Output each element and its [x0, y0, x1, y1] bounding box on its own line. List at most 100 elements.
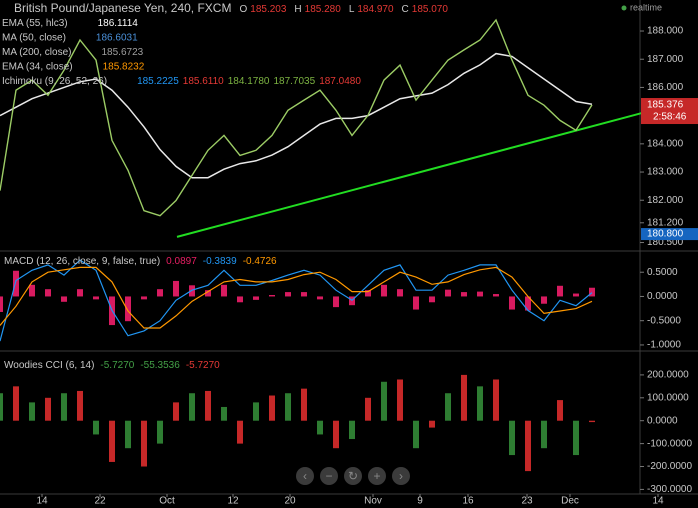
histogram-bar — [333, 296, 339, 308]
cci-bar — [221, 406, 227, 421]
x-tick-label: 12 — [227, 496, 239, 507]
x-tick-label: 14 — [652, 496, 664, 507]
y-tick-label: -0.5000 — [647, 315, 681, 326]
histogram-bar — [237, 296, 243, 303]
histogram-bar — [141, 296, 147, 300]
cci-bar — [541, 420, 547, 449]
histogram-bar — [221, 284, 227, 297]
nav-icon: − — [325, 469, 332, 483]
nav-zoom-out[interactable] — [320, 467, 338, 485]
marker-label: 180.800 — [647, 229, 684, 240]
cci-bar — [573, 420, 579, 456]
legend-value: 185.6723 — [101, 47, 143, 58]
cci-bar — [173, 402, 179, 421]
cci-bar — [237, 420, 243, 444]
nav-zoom-in[interactable] — [368, 467, 386, 485]
cci-bar — [77, 390, 83, 421]
cci-bar — [285, 393, 291, 421]
histogram-bar — [445, 289, 451, 297]
histogram-bar — [13, 270, 19, 297]
ohlc-label: C — [402, 4, 409, 15]
y-tick-label: 0.5000 — [647, 267, 678, 278]
histogram-bar — [77, 289, 83, 297]
y-tick-label: -100.0000 — [647, 438, 692, 449]
histogram-bar — [557, 285, 563, 297]
legend-entry: EMA (55, hlc3) 186.1114 — [2, 18, 138, 29]
cci-bar — [29, 402, 35, 421]
cci-bar — [45, 397, 51, 421]
y-tick-label: -200.0000 — [647, 461, 692, 472]
histogram-bar — [525, 296, 531, 311]
indicator-reading: -5.7270 — [100, 360, 134, 371]
legend-value: 186.6031 — [96, 32, 138, 43]
histogram-bar — [365, 290, 371, 297]
moving-average — [0, 52, 593, 179]
legend-name: EMA (34, close) — [2, 61, 73, 72]
nav-icon: ‹ — [303, 469, 307, 483]
histogram-bar — [45, 289, 51, 297]
histogram-bar — [61, 296, 67, 302]
x-tick-label: Dec — [561, 496, 579, 507]
x-tick-label: 22 — [94, 496, 106, 507]
legend-entry: MA (200, close) 185.6723 — [2, 47, 144, 58]
nav-icon: › — [399, 469, 403, 483]
y-tick-label: 184.000 — [647, 138, 684, 149]
legend-value: 184.1780 — [228, 76, 270, 87]
histogram-bar — [413, 296, 419, 310]
ohlc-value: 185.280 — [305, 4, 342, 15]
histogram-bar — [173, 280, 179, 297]
cci-bar — [493, 379, 499, 421]
histogram-bar — [0, 296, 3, 312]
legend-value: 185.2225 — [137, 76, 179, 87]
status-dot — [621, 5, 627, 11]
cci-bar — [445, 393, 451, 421]
cci-bar — [141, 420, 147, 467]
cci-bar — [269, 395, 275, 421]
histogram-bar — [509, 296, 515, 310]
cci-bar — [397, 379, 403, 421]
indicator-header: Woodies CCI (6, 14) -5.7270 -55.3536 -5.727… — [4, 360, 220, 371]
x-tick-label: 23 — [521, 496, 533, 507]
cci-bar — [301, 388, 307, 421]
nav-reset[interactable] — [344, 467, 362, 485]
histogram-bar — [93, 296, 99, 300]
y-tick-label: 182.000 — [647, 195, 684, 206]
legend-value: 185.6110 — [183, 76, 224, 87]
ohlc-value: 185.203 — [250, 4, 287, 15]
histogram-bar — [461, 292, 467, 297]
legend-name: MA (200, close) — [2, 47, 71, 58]
ohlc-label: L — [349, 4, 355, 15]
histogram-bar — [493, 294, 499, 297]
indicator-header: MACD (12, 26, close, 9, false, true) 0.08… — [4, 256, 277, 267]
cci-bar — [205, 390, 211, 421]
x-tick-label: Oct — [159, 496, 175, 507]
x-tick-label: Nov — [364, 496, 382, 507]
indicator-title: Woodies CCI (6, 14) — [4, 360, 94, 371]
x-tick-label: 9 — [417, 496, 423, 507]
nav-right[interactable] — [392, 467, 410, 485]
cci-bar — [525, 420, 531, 472]
histogram-bar — [301, 292, 307, 297]
navigation[interactable]: ‹ − ↻ + › — [296, 467, 410, 485]
nav-left[interactable] — [296, 467, 314, 485]
cci-bar — [157, 420, 163, 444]
y-tick-label: 188.000 — [647, 26, 684, 37]
cci-bar — [589, 420, 595, 423]
indicator-title: MACD (12, 26, close, 9, false, true) — [4, 256, 160, 267]
cci-bar — [189, 393, 195, 421]
histogram-bar — [157, 289, 163, 297]
cci-bar — [557, 400, 563, 421]
cci-bar — [253, 402, 259, 421]
histogram-bar — [205, 290, 211, 297]
histogram-bar — [397, 289, 403, 297]
cci-bar — [93, 420, 99, 435]
histogram-bar — [541, 296, 547, 304]
cci-bar — [333, 420, 339, 449]
ohlc-value: 185.070 — [412, 4, 449, 15]
y-tick-label: 0.0000 — [647, 415, 678, 426]
cci-bar — [413, 420, 419, 449]
y-tick-label: 181.200 — [647, 217, 684, 228]
last-price-label: 185.376 — [647, 100, 684, 111]
y-tick-label: -300.0000 — [647, 484, 692, 495]
